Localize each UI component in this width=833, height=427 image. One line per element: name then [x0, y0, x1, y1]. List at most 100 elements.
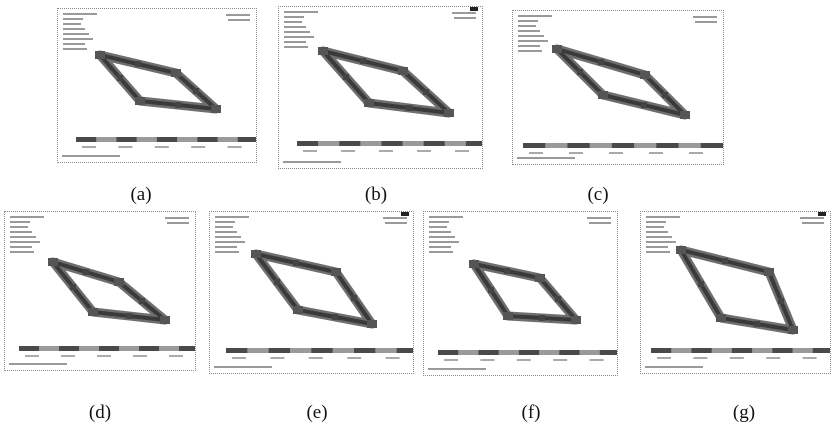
colorbar-segment — [458, 350, 479, 355]
colorbar-tick-text — [379, 150, 393, 152]
member-node — [555, 296, 561, 302]
fea-panel-f — [423, 211, 618, 376]
date-text-line — [452, 12, 476, 14]
header-text-line — [63, 23, 81, 25]
truss-frame-outer — [48, 257, 170, 325]
colorbar-segment — [177, 137, 198, 142]
member-node — [175, 102, 181, 108]
caption-a: (a) — [130, 184, 152, 205]
caption-e: (e) — [306, 402, 328, 423]
header-text-line — [215, 226, 233, 228]
member-node — [641, 102, 647, 108]
colorbar-segment — [156, 137, 178, 142]
joint-block — [680, 111, 690, 119]
joint-block — [135, 97, 145, 105]
colorbar-segment — [19, 346, 40, 351]
header-text-line — [646, 226, 664, 228]
joint-block — [251, 250, 261, 258]
header-text-line — [10, 221, 30, 223]
colorbar-tick-text — [118, 146, 133, 148]
colorbar-segment — [772, 348, 794, 353]
colorbar-segment — [119, 346, 140, 351]
member-node — [193, 88, 199, 94]
member-node — [754, 321, 760, 327]
colorbar-tick-text — [693, 357, 708, 359]
colorbar-segment — [39, 346, 60, 351]
header-text-line — [518, 45, 540, 47]
member-node — [360, 58, 366, 64]
fea-panel-d — [4, 211, 196, 371]
colorbar-tick-text — [480, 359, 495, 361]
header-text-line — [429, 241, 459, 243]
member-node — [577, 69, 583, 75]
colorbar-segment — [731, 348, 753, 353]
colorbar-segment — [423, 141, 446, 146]
fea-panel-c — [512, 10, 724, 165]
colorbar-segment — [179, 346, 195, 351]
footer-text-line — [9, 363, 67, 365]
time-text-line — [802, 222, 824, 224]
colorbar-segment — [59, 346, 80, 351]
footer-text-line — [214, 366, 272, 368]
joint-block — [598, 91, 608, 99]
colorbar-tick-text — [154, 146, 169, 148]
colorbar-segment — [523, 143, 546, 148]
colorbar-segment — [559, 350, 581, 355]
caption-d: (d) — [88, 402, 112, 423]
colorbar-segment — [545, 143, 568, 148]
header-text-line — [646, 231, 668, 233]
header-text-line — [646, 216, 680, 218]
colorbar-segment — [438, 350, 459, 355]
colorbar-segment — [381, 141, 404, 146]
header-text-line — [10, 246, 32, 248]
time-text-line — [454, 17, 476, 19]
colorbar-segment — [812, 348, 830, 353]
member-node — [70, 284, 76, 290]
colorbar-segment — [79, 346, 100, 351]
colorbar-tick-text — [589, 359, 604, 361]
header-text-line — [63, 18, 83, 20]
joint-block — [114, 278, 124, 286]
colorbar-segment — [116, 137, 138, 142]
colorbar-segment — [159, 346, 180, 351]
header-text-line — [284, 46, 308, 48]
caption-c: (c) — [587, 184, 609, 205]
header-text-line — [215, 246, 237, 248]
fea-plot — [62, 13, 256, 157]
header-text-line — [10, 236, 36, 238]
joint-block — [676, 246, 686, 254]
colorbar-segment — [599, 350, 617, 355]
joint-block — [716, 314, 726, 322]
joint-block — [364, 99, 374, 107]
colorbar-tick-text — [61, 355, 75, 357]
colorbar-segment — [136, 137, 158, 142]
footer-text-line — [428, 368, 486, 370]
colorbar-tick-text — [766, 357, 781, 359]
colorbar-segment — [539, 350, 560, 355]
header-text-line — [284, 26, 306, 28]
colorbar-tick-text — [82, 146, 96, 148]
member-node — [488, 287, 494, 293]
colorbar-segment — [247, 348, 270, 353]
colorbar-segment — [217, 137, 239, 142]
colorbar-segment — [339, 141, 361, 146]
colorbar-segment — [691, 348, 713, 353]
colorbar-tick-text — [553, 359, 568, 361]
software-logo-icon — [401, 212, 409, 216]
header-text-line — [646, 236, 672, 238]
colorbar-segment — [478, 350, 500, 355]
colorbar-tick-text — [529, 152, 543, 154]
caption-f: (f) — [521, 402, 541, 423]
header-text-line — [284, 21, 302, 23]
member-node — [539, 315, 545, 321]
header-text-line — [63, 13, 97, 15]
colorbar-tick-text — [97, 355, 111, 357]
header-text-line — [10, 216, 44, 218]
joint-block — [444, 109, 454, 117]
header-text-line — [646, 251, 670, 253]
header-text-line — [10, 226, 28, 228]
colorbar-segment — [311, 348, 334, 353]
member-node — [504, 268, 510, 274]
caption-g: (g) — [732, 402, 756, 423]
joint-block — [95, 51, 105, 59]
